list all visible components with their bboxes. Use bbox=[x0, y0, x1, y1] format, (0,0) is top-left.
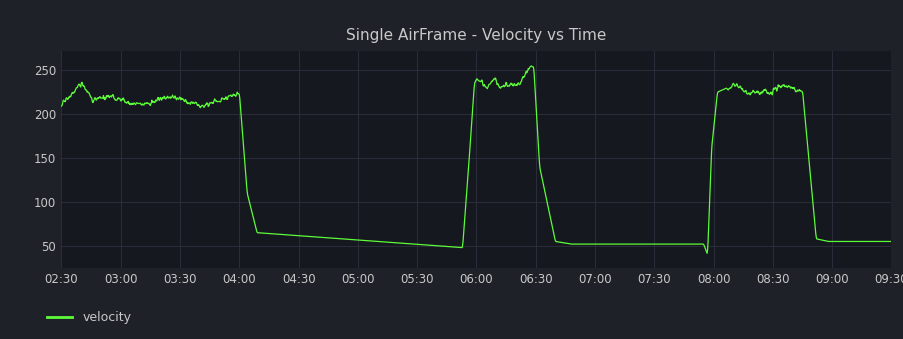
Legend: velocity: velocity bbox=[42, 306, 136, 330]
Title: Single AirFrame - Velocity vs Time: Single AirFrame - Velocity vs Time bbox=[346, 28, 606, 43]
